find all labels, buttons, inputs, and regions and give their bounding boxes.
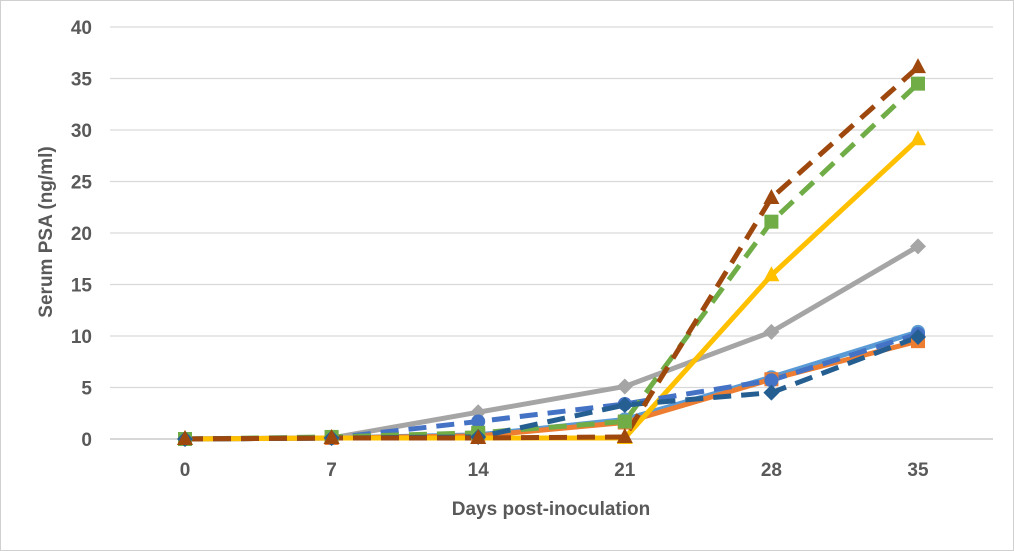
data-point (617, 414, 632, 429)
y-tick-label: 40 (71, 18, 92, 39)
y-tick-label: 15 (71, 276, 93, 297)
y-axis-title: Serum PSA (ng/ml) (36, 146, 57, 317)
y-tick-label: 10 (71, 327, 92, 348)
series-line-2 (184, 338, 919, 442)
y-tick-label: 0 (81, 430, 92, 451)
series-line-8 (184, 65, 920, 442)
gridlines (110, 26, 993, 440)
y-tick-label: 25 (71, 173, 93, 194)
y-tick-label: 20 (71, 224, 92, 245)
data-point (764, 214, 779, 229)
data-point (763, 384, 780, 401)
data-point (763, 266, 780, 282)
series-line-3 (184, 244, 920, 442)
x-tick-label: 14 (468, 460, 490, 481)
data-point (616, 397, 633, 414)
series-lines (184, 65, 920, 442)
series-line-6 (184, 81, 920, 442)
x-tick-label: 7 (326, 460, 337, 481)
series-markers (177, 58, 926, 447)
x-tick-label: 28 (761, 460, 782, 481)
data-point (911, 76, 925, 91)
data-point (910, 130, 926, 146)
data-point (470, 428, 487, 444)
data-point (764, 373, 779, 388)
x-tick-label: 21 (614, 460, 636, 481)
data-point (910, 329, 926, 346)
x-axis-title: Days post-inoculation (452, 499, 650, 520)
data-point (616, 427, 633, 443)
data-point (471, 414, 486, 429)
x-tick-label: 35 (907, 460, 929, 481)
data-point (910, 58, 926, 74)
data-point (763, 188, 780, 204)
y-tick-label: 5 (81, 379, 92, 400)
y-axis-ticks: 0 5 10 15 20 25 30 35 40 (71, 18, 93, 451)
x-axis-ticks: 0 7 14 21 28 35 (180, 460, 929, 481)
data-point (323, 428, 340, 444)
data-point (910, 238, 926, 255)
data-point (177, 430, 193, 445)
x-tick-label: 0 (180, 460, 191, 481)
y-tick-label: 30 (71, 121, 92, 142)
data-point (616, 378, 633, 395)
y-tick-label: 35 (71, 70, 93, 91)
data-point (763, 323, 780, 340)
